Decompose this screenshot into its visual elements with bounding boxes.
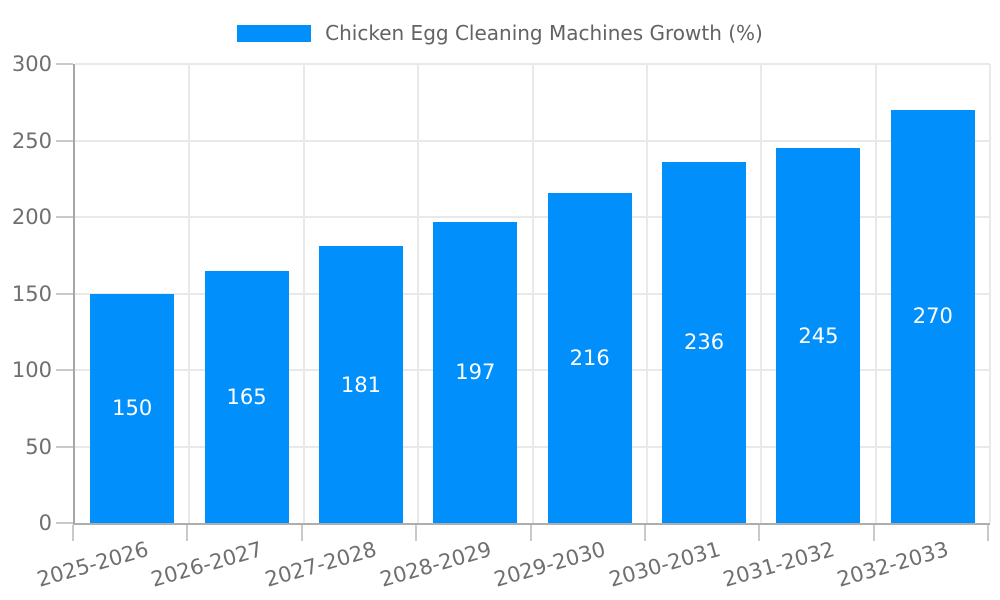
y-axis-tick bbox=[56, 522, 73, 524]
y-axis-tick-label: 50 bbox=[25, 434, 52, 459]
x-axis-tick-label: 2029-2030 bbox=[491, 537, 609, 592]
x-axis-tick-label: 2028-2029 bbox=[377, 537, 494, 592]
bar[interactable]: 165 bbox=[204, 270, 289, 523]
bar-value-label: 216 bbox=[569, 345, 610, 370]
bar-value-label: 197 bbox=[455, 360, 496, 385]
bar[interactable]: 181 bbox=[318, 246, 403, 523]
x-axis-tick-label: 2032-2033 bbox=[834, 537, 952, 592]
x-axis-tick-label: 2031-2032 bbox=[720, 537, 838, 592]
x-axis-tick bbox=[300, 525, 303, 541]
x-axis-tick-label: 2026-2027 bbox=[148, 537, 266, 592]
y-axis-tick-label: 100 bbox=[11, 358, 52, 382]
x-axis-tick bbox=[415, 525, 418, 541]
gridline-vertical bbox=[874, 64, 877, 523]
x-axis-tick bbox=[643, 525, 646, 541]
bar-value-label: 165 bbox=[226, 384, 267, 409]
bar[interactable]: 236 bbox=[662, 161, 747, 523]
bar[interactable]: 197 bbox=[433, 221, 518, 523]
y-axis-tick bbox=[56, 216, 73, 218]
x-axis-tick bbox=[758, 525, 761, 541]
x-axis-tick-label: 2030-2031 bbox=[606, 537, 723, 592]
bar[interactable]: 245 bbox=[776, 148, 861, 523]
bar-value-label: 181 bbox=[340, 372, 381, 397]
x-axis-ticks bbox=[72, 525, 990, 541]
legend-label: Chicken Egg Cleaning Machines Growth (%) bbox=[325, 21, 763, 45]
y-axis-tick bbox=[56, 445, 73, 448]
plot-area: 150 165 181 197 216 236 245 270 bbox=[73, 63, 991, 525]
gridline-vertical bbox=[302, 64, 305, 523]
bar-value-label: 150 bbox=[112, 396, 153, 421]
gridline-vertical bbox=[989, 64, 991, 523]
y-axis-tick-label: 200 bbox=[11, 205, 52, 229]
bar-value-label: 270 bbox=[912, 304, 953, 329]
x-axis-tick-label: 2027-2028 bbox=[262, 537, 380, 592]
legend[interactable]: Chicken Egg Cleaning Machines Growth (%) bbox=[0, 21, 1000, 45]
y-axis-ticks bbox=[56, 63, 73, 525]
gridline-vertical bbox=[417, 64, 420, 523]
x-axis-tick bbox=[72, 525, 74, 541]
y-axis-tick bbox=[56, 139, 73, 142]
bar[interactable]: 150 bbox=[90, 293, 175, 523]
bar[interactable]: 216 bbox=[547, 192, 632, 523]
bar-value-label: 236 bbox=[684, 330, 725, 355]
gridline-vertical bbox=[531, 64, 534, 523]
gridline-vertical bbox=[760, 64, 763, 523]
y-axis-tick bbox=[56, 292, 73, 295]
x-axis-tick bbox=[186, 525, 189, 541]
x-axis-tick bbox=[987, 525, 989, 541]
legend-swatch bbox=[237, 24, 312, 42]
y-axis: 0 50 100 150 200 250 300 bbox=[0, 52, 52, 535]
y-axis-tick bbox=[56, 63, 73, 65]
x-axis-tick bbox=[872, 525, 875, 541]
bar[interactable]: 270 bbox=[890, 109, 975, 523]
bar-value-label: 245 bbox=[798, 323, 839, 348]
y-axis-tick-label: 0 bbox=[38, 511, 52, 535]
x-axis-tick bbox=[529, 525, 532, 541]
x-axis-tick-label: 2025-2026 bbox=[34, 537, 151, 592]
gridline-vertical bbox=[645, 64, 648, 523]
y-axis-tick bbox=[56, 369, 73, 371]
y-axis-tick-label: 150 bbox=[11, 281, 52, 306]
y-axis-tick-label: 300 bbox=[11, 52, 52, 76]
x-axis: 2025-2026 2026-2027 2027-2028 2028-2029 2029… bbox=[34, 525, 990, 600]
gridline-vertical bbox=[188, 64, 191, 523]
y-axis-tick-label: 250 bbox=[11, 128, 52, 153]
